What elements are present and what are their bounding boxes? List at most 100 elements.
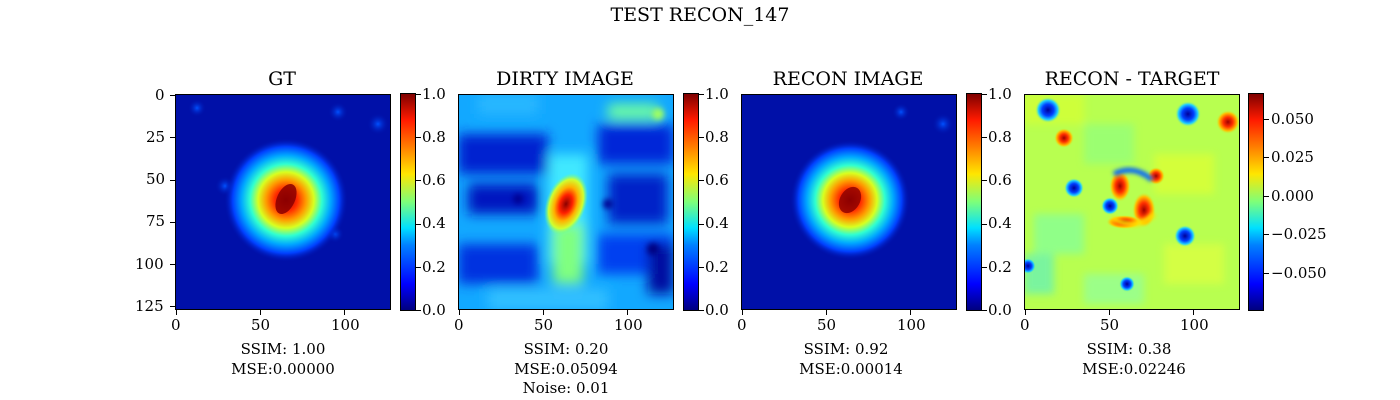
gt-cbtick [416,137,421,138]
dirty-colorbar [683,93,699,311]
gt-ytick-label: 0 [155,86,165,104]
gt-ytick-label: 75 [146,212,166,230]
gt-xtick-label: 0 [171,316,181,334]
gt-xtick [260,310,261,315]
gt-xtick [176,310,177,315]
diff-neg-spot [1119,276,1135,292]
gt-core [275,184,297,214]
recon-cbtick [982,267,987,268]
dirty-xtick-label: 50 [534,316,554,334]
recon-cblabel: 0.2 [988,258,1012,276]
recon-cblabel: 0.0 [988,301,1012,319]
dirty-xtick [627,310,628,315]
gt-cblabel: 0.4 [422,214,446,232]
dirty-xtick-label: 100 [614,316,643,334]
dirty-cblabel: 0.6 [705,171,729,189]
gt-xtick-label: 100 [331,316,360,334]
diff-texture [1164,244,1224,284]
dirty-blob [608,174,668,224]
diff-pos-spot [1109,170,1131,202]
diff-xtick [1025,310,1026,315]
recon-colorbar [966,93,982,311]
figure-title: TEST RECON_147 [610,4,790,26]
dirty-blob [608,104,658,119]
recon-core [838,186,862,214]
diff-neg-spot [1175,101,1201,127]
recon-cbtick [982,94,987,95]
gt-cblabel: 0.8 [422,128,446,146]
gt-cbtick [416,267,421,268]
recon-cbtick [982,180,987,181]
gt-heatmap [175,94,391,310]
diff-xtick-label: 0 [1020,316,1030,334]
diff-xtick [1193,310,1194,315]
recon-cbtick [982,224,987,225]
recon-xtick-label: 50 [817,316,837,334]
diff-xtick [1109,310,1110,315]
panel-title-diff: RECON - TARGET [1044,68,1220,90]
diff-ring [1112,167,1154,182]
gt-cbtick [416,224,421,225]
gt-metric-mse: MSE:0.00000 [231,360,335,378]
dirty-blob [458,134,548,174]
recon-cbtick [982,137,987,138]
recon-metric-ssim: SSIM: 0.92 [803,340,889,358]
dirty-xtick-label: 0 [454,316,464,334]
diff-texture [1084,274,1144,304]
dirty-speck [513,194,523,204]
gt-cbtick [416,310,421,311]
recon-xtick [826,310,827,315]
dirty-metric-mse: MSE:0.05094 [514,360,618,378]
gt-ytick [170,180,175,181]
panel-title-dirty: DIRTY IMAGE [496,68,634,90]
diff-pos-spot [1054,128,1074,148]
diff-cblabel: 0.000 [1271,187,1314,205]
gt-ytick-label: 25 [146,128,166,146]
gt-speck [367,113,389,135]
dirty-speck [652,108,664,120]
dirty-blob [488,289,608,310]
dirty-heatmap-svg [458,94,674,310]
dirty-cbtick [699,180,704,181]
dirty-cblabel: 1.0 [705,85,729,103]
recon-heatmap-svg [790,103,954,260]
diff-xtick-label: 100 [1180,316,1209,334]
dirty-metric-noise: Noise: 0.01 [522,379,610,397]
dirty-cbtick [699,224,704,225]
diff-cbtick [1264,157,1269,158]
gt-heatmap-svg [188,99,389,262]
dirty-cbtick [699,267,704,268]
diff-cblabel: 0.025 [1271,148,1314,166]
gt-cblabel: 0.6 [422,171,446,189]
diff-xtick-label: 50 [1100,316,1120,334]
diff-cbtick [1264,119,1269,120]
dirty-speck [603,199,613,209]
recon-xtick [742,310,743,315]
recon-heatmap [741,94,957,310]
gt-speck [328,102,348,122]
gt-ytick [170,306,175,307]
gt-colorbar [400,93,416,311]
recon-cblabel: 1.0 [988,85,1012,103]
gt-ytick-label: 50 [146,170,166,188]
dirty-cblabel: 0.4 [705,214,729,232]
gt-ytick [170,95,175,96]
dirty-cbtick [699,310,704,311]
dirty-core [544,173,588,235]
recon-xtick [910,310,911,315]
recon-cblabel: 0.8 [988,128,1012,146]
panel-title-gt: GT [268,68,296,90]
recon-cblabel: 0.4 [988,214,1012,232]
diff-neg-spot [1035,97,1061,123]
gt-xtick-label: 50 [251,316,271,334]
recon-speck [932,113,954,135]
dirty-blob [598,124,674,164]
dirty-cbtick [699,137,704,138]
dirty-xtick [543,310,544,315]
diff-cbtick [1264,196,1269,197]
gt-cblabel: 0.0 [422,301,446,319]
gt-ytick [170,137,175,138]
gt-cblabel: 0.2 [422,258,446,276]
gt-cbtick [416,180,421,181]
gt-cbtick [416,94,421,95]
